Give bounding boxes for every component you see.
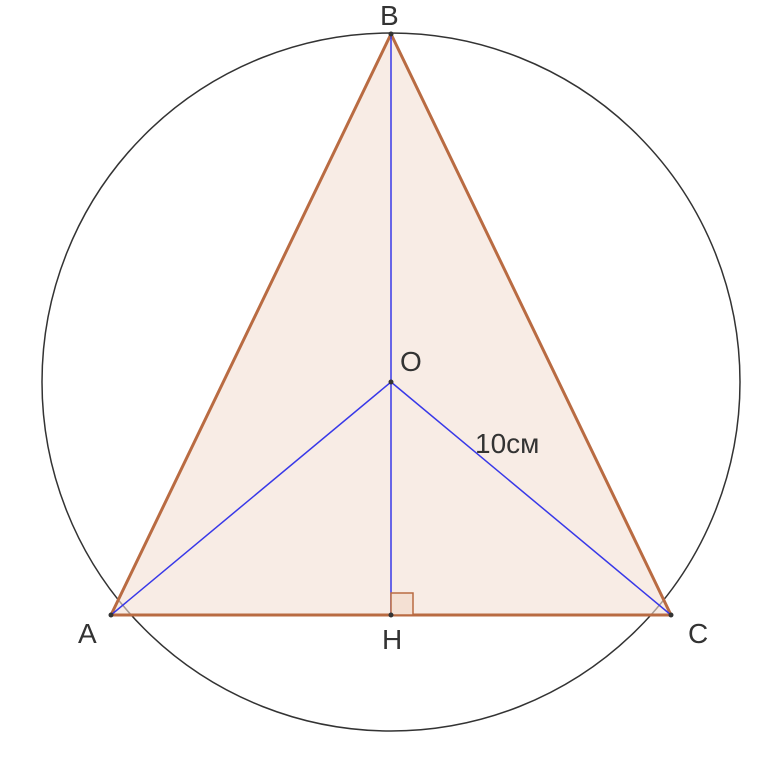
label-b: B	[380, 0, 399, 32]
label-c: C	[688, 618, 708, 650]
measurement-oc: 10см	[475, 428, 539, 460]
label-h: H	[382, 624, 402, 656]
label-a: A	[78, 618, 97, 650]
label-o: O	[400, 346, 422, 378]
